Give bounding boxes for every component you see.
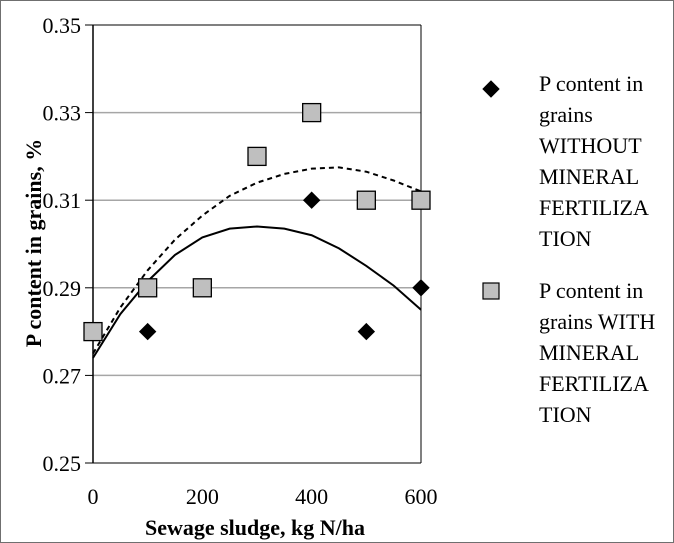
y-tick-label: 0.29 — [43, 276, 82, 301]
legend-marker-with-mineral-fertilization — [482, 282, 500, 300]
data-point-with-mineral-fertilization — [302, 102, 322, 123]
data-point-with-mineral-fertilization — [411, 190, 431, 210]
legend-label-with-mineral-fertilization: grains WITH — [539, 309, 655, 334]
legend-label-without-mineral-fertilization: WITHOUT — [539, 133, 642, 158]
legend-label-with-mineral-fertilization: FERTILIZA — [539, 371, 649, 396]
y-tick-label: 0.31 — [43, 188, 82, 213]
data-point-with-mineral-fertilization — [83, 321, 103, 342]
data-point-without-mineral-fertilization — [357, 322, 376, 341]
legend-label-without-mineral-fertilization: TION — [539, 226, 592, 251]
data-point-without-mineral-fertilization — [138, 322, 157, 341]
legend-label-without-mineral-fertilization: MINERAL — [539, 164, 639, 189]
legend-label-with-mineral-fertilization: MINERAL — [539, 340, 639, 365]
legend-marker-without-mineral-fertilization — [482, 80, 500, 98]
data-point-without-mineral-fertilization — [302, 191, 321, 209]
y-tick-label: 0.27 — [43, 363, 82, 388]
trendline-with-mineral-fertilization — [92, 166, 422, 355]
data-point-with-mineral-fertilization — [192, 278, 212, 298]
plot-area: 0.25 0.27 0.29 0.31 0.33 0.35 0 200 400 600 Sewage… — [21, 13, 438, 540]
y-axis-title: P content in grains, % — [21, 139, 46, 347]
legend-label-with-mineral-fertilization: P content in — [539, 278, 643, 303]
y-tick-label: 0.25 — [43, 451, 82, 476]
legend-label-without-mineral-fertilization: FERTILIZA — [539, 195, 649, 220]
legend-label-without-mineral-fertilization: P content in — [539, 71, 643, 96]
data-point-without-mineral-fertilization — [412, 279, 430, 297]
data-point-with-mineral-fertilization — [247, 146, 267, 167]
y-tick-label: 0.33 — [43, 101, 82, 126]
legend-label-with-mineral-fertilization: TION — [539, 402, 592, 427]
x-tick-label: 0 — [88, 484, 99, 509]
x-axis-title: Sewage sludge, kg N/ha — [145, 515, 365, 540]
legend: P content in grains WITHOUT MINERAL FERTILIZ… — [482, 71, 655, 427]
x-tick-label: 200 — [186, 484, 219, 509]
y-tick-label: 0.35 — [43, 13, 82, 38]
x-tick-label: 400 — [295, 484, 328, 509]
x-tick-label: 600 — [405, 484, 438, 509]
data-point-with-mineral-fertilization — [138, 278, 158, 298]
legend-label-without-mineral-fertilization: grains — [539, 102, 593, 127]
data-point-with-mineral-fertilization — [356, 190, 376, 210]
